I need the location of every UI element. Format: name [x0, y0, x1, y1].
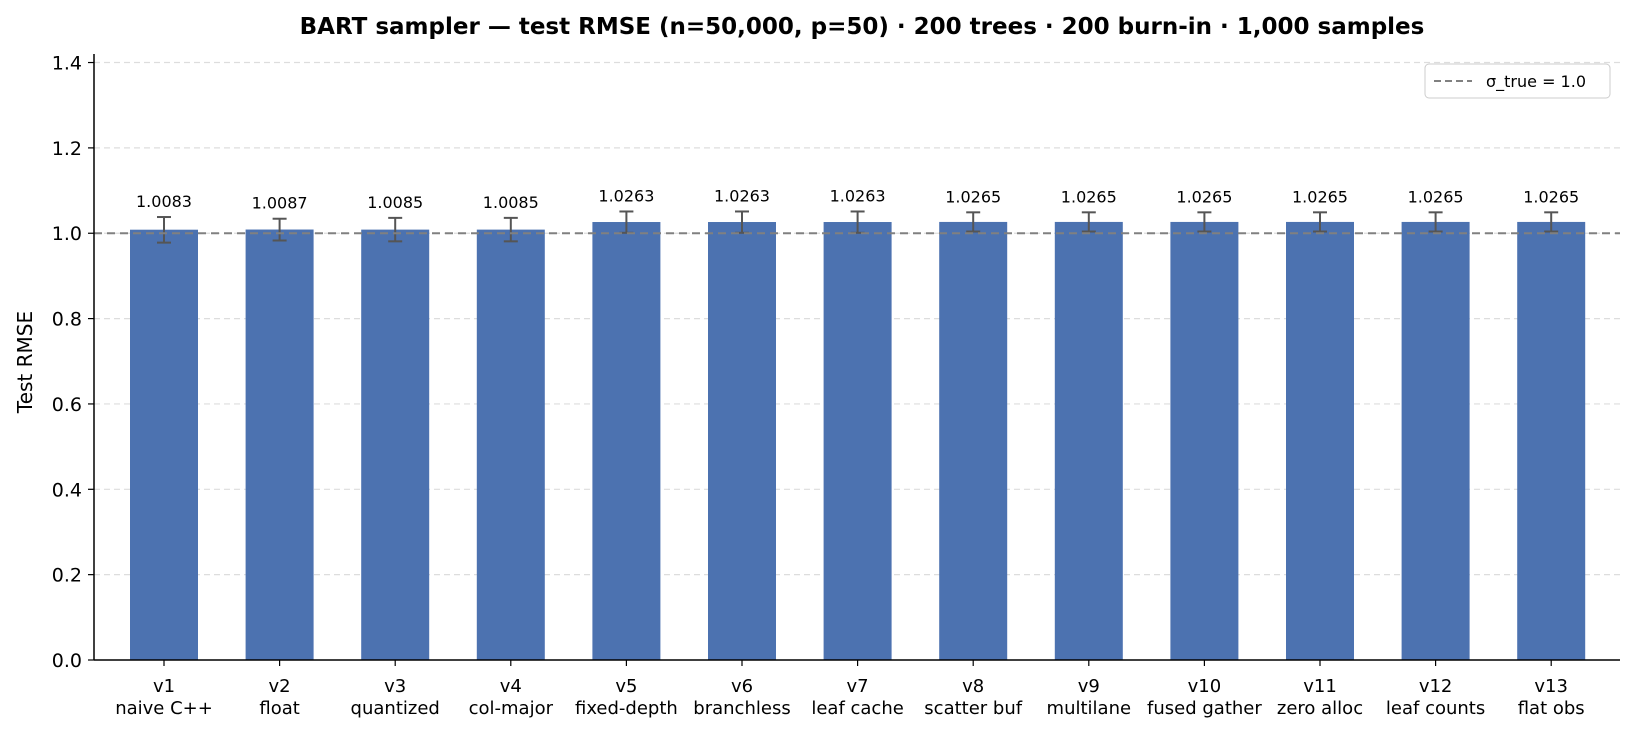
x-tick-label: v11	[1303, 676, 1337, 697]
x-tick-label: v3	[384, 676, 406, 697]
x-tick-label: v10	[1188, 676, 1222, 697]
x-tick-sublabel: multilane	[1047, 698, 1132, 719]
x-tick-sublabel: leaf cache	[811, 698, 903, 719]
y-tick-label: 1.4	[52, 53, 82, 75]
bar	[476, 229, 545, 660]
x-tick-label: v1	[153, 676, 175, 697]
legend-label-reference: σ_true = 1.0	[1486, 72, 1586, 92]
bar	[1054, 221, 1123, 660]
y-tick-label: 1.0	[52, 223, 82, 245]
chart-title: BART sampler — test RMSE (n=50,000, p=50…	[300, 14, 1425, 40]
bar	[823, 222, 892, 661]
bar	[592, 222, 661, 661]
bars	[130, 221, 1586, 661]
x-tick-sublabel: zero alloc	[1277, 698, 1363, 719]
value-label: 1.0085	[367, 193, 423, 212]
bar	[708, 222, 776, 661]
x-tick-label: v7	[847, 676, 869, 697]
x-tick-sublabel: fused gather	[1147, 698, 1262, 719]
x-tick-label: v9	[1078, 676, 1100, 697]
x-tick-label: v6	[731, 676, 753, 697]
x-tick-sublabel: flat obs	[1518, 698, 1585, 719]
x-tick-sublabel: float	[259, 698, 299, 719]
y-tick-label: 0.0	[52, 650, 82, 672]
y-ticks: 0.0 0.2 0.4 0.6 0.8 1.0 1.2 1.4	[52, 53, 94, 672]
legend-box	[1424, 63, 1611, 99]
x-tick-label: v8	[962, 676, 984, 697]
y-axis-label: Test RMSE	[13, 311, 37, 414]
y-tick-label: 0.2	[52, 565, 82, 587]
y-tick-label: 0.4	[52, 479, 82, 501]
x-tick-sublabel: naive C++	[115, 698, 213, 719]
y-tick-label: 0.8	[52, 309, 82, 331]
x-tick-label: v13	[1534, 676, 1568, 697]
x-tick-sublabel: fixed-depth	[575, 698, 678, 719]
x-tick-label: v4	[500, 676, 522, 697]
value-label: 1.0265	[1292, 187, 1348, 206]
value-label: 1.0263	[830, 186, 886, 205]
legend: σ_true = 1.0	[1424, 63, 1611, 99]
y-tick-label: 1.2	[52, 138, 82, 160]
value-label: 1.0263	[714, 186, 770, 205]
bar	[245, 229, 314, 661]
x-tick-label: v12	[1419, 676, 1453, 697]
value-label: 1.0085	[483, 193, 539, 212]
value-label: 1.0087	[252, 194, 308, 213]
value-label: 1.0265	[1061, 187, 1117, 206]
x-tick-sublabel: col-major	[469, 698, 554, 719]
value-label: 1.0083	[136, 192, 192, 211]
x-tick-sublabel: scatter buf	[924, 698, 1022, 719]
bar	[1286, 221, 1354, 660]
value-label: 1.0265	[1523, 187, 1579, 206]
x-tick-sublabel: branchless	[693, 698, 790, 719]
x-tick-label: v5	[615, 676, 637, 697]
x-tick-sublabel: quantized	[351, 698, 440, 719]
value-label: 1.0265	[1176, 187, 1232, 206]
value-label: 1.0263	[598, 186, 654, 205]
bar	[1170, 221, 1239, 660]
bar	[1401, 221, 1470, 660]
value-label: 1.0265	[1408, 187, 1464, 206]
value-label: 1.0265	[945, 187, 1001, 206]
x-tick-label: v2	[269, 676, 291, 697]
bar	[939, 221, 1008, 660]
value-labels: 1.0083 1.0087 1.0085 1.0085 1.0263 1.0263 1.02…	[136, 186, 1579, 212]
error-bars	[157, 210, 1559, 244]
y-tick-label: 0.6	[52, 394, 82, 416]
bar	[1517, 221, 1586, 660]
bar	[361, 229, 430, 660]
x-tick-sublabel: leaf counts	[1386, 698, 1485, 719]
bar	[130, 229, 198, 660]
